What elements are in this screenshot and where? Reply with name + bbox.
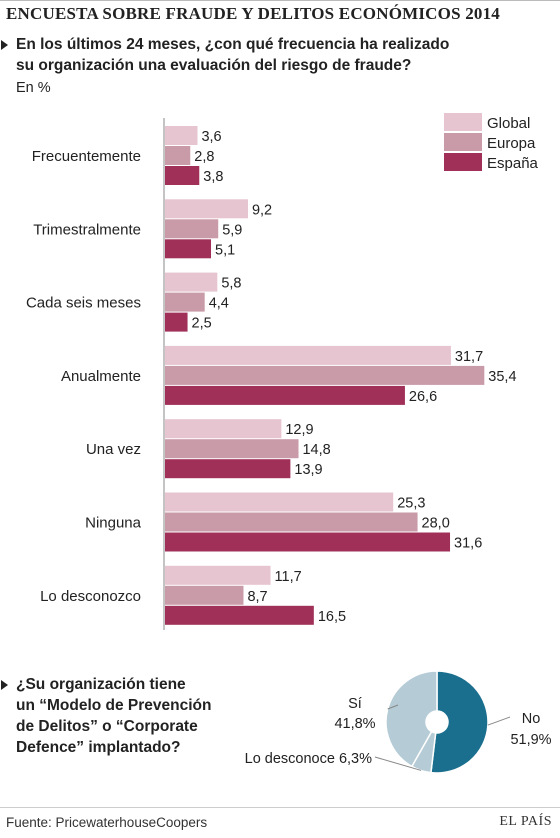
value-label: 3,8 xyxy=(203,169,223,185)
question-2-line-3: de Delitos” o “Corporate xyxy=(16,718,198,735)
bar-europa xyxy=(165,439,299,459)
value-label: 8,7 xyxy=(247,589,267,605)
category-label: Lo desconozco xyxy=(40,588,141,605)
bullet-icon xyxy=(1,680,8,690)
question-1-line-2: su organización una evaluación del riesg… xyxy=(16,57,412,74)
value-label: 25,3 xyxy=(397,496,425,512)
bar-global xyxy=(165,565,271,585)
bar-global xyxy=(165,126,198,145)
value-label: 11,7 xyxy=(275,569,302,585)
question-2-line-2: un “Modelo de Prevención xyxy=(16,697,212,714)
question-2-line-1: ¿Su organización tiene xyxy=(16,676,186,693)
brand-logo: EL PAÍS xyxy=(499,814,552,829)
value-label: 5,1 xyxy=(215,242,235,258)
pie-slice-no xyxy=(430,670,489,774)
value-label: 5,8 xyxy=(221,276,241,292)
value-label: 4,4 xyxy=(209,296,229,312)
page-title: ENCUESTA SOBRE FRAUDE Y DELITOS ECONÓMIC… xyxy=(6,4,500,23)
bar-global xyxy=(165,272,218,292)
value-label: 12,9 xyxy=(285,422,313,438)
bar-europa xyxy=(165,219,219,239)
value-label: 28,0 xyxy=(422,516,450,532)
legend-swatch xyxy=(444,113,482,131)
bar-europa xyxy=(165,292,205,312)
leader-line xyxy=(387,704,399,710)
legend-label: Europa xyxy=(487,135,536,152)
value-label: 14,8 xyxy=(302,442,330,458)
bar-españa xyxy=(165,532,451,552)
slice-value-si: 41,8% xyxy=(334,716,375,732)
category-label: Frecuentemente xyxy=(32,148,141,165)
pie-slice-lo-desconoce xyxy=(410,730,437,774)
category-label: Trimestralmente xyxy=(33,221,141,238)
value-label: 31,7 xyxy=(455,349,483,365)
value-label: 5,9 xyxy=(222,222,242,238)
pie-slice-s- xyxy=(385,670,438,768)
value-label: 13,9 xyxy=(294,462,322,478)
slice-name-si: Sí xyxy=(348,696,362,712)
value-label: 35,4 xyxy=(488,369,516,385)
bar-global xyxy=(165,419,282,439)
question-2-line-4: Defence” implantado? xyxy=(16,739,181,756)
category-label: Una vez xyxy=(86,441,141,458)
legend-label: Global xyxy=(487,115,530,132)
bar-españa xyxy=(165,166,200,185)
value-label: 2,8 xyxy=(194,149,214,165)
value-label: 16,5 xyxy=(318,609,346,625)
bar-global xyxy=(165,199,248,219)
bar-españa xyxy=(165,312,188,332)
category-label: Ninguna xyxy=(85,515,142,532)
slice-name-no: No xyxy=(522,711,541,727)
bar-españa xyxy=(165,459,291,479)
bar-europa xyxy=(165,585,244,605)
bar-europa xyxy=(165,512,418,532)
value-label: 9,2 xyxy=(252,202,272,218)
slice-label-desconoce: Lo desconoce 6,3% xyxy=(245,751,372,767)
bar-europa xyxy=(165,146,191,165)
legend-swatch xyxy=(444,133,482,151)
bar-españa xyxy=(165,385,405,405)
category-label: Cada seis meses xyxy=(26,295,141,312)
leader-line xyxy=(374,756,422,771)
bottom-rule xyxy=(0,807,560,808)
value-label: 2,5 xyxy=(192,316,212,332)
legend-swatch xyxy=(444,153,482,171)
legend-label: España xyxy=(487,155,539,172)
bar-global xyxy=(165,345,451,365)
slice-value-no: 51,9% xyxy=(510,732,551,748)
leader-line xyxy=(487,716,511,726)
value-label: 26,6 xyxy=(409,389,437,405)
question-1-line-1: En los últimos 24 meses, ¿con qué frecue… xyxy=(16,36,450,53)
bar-españa xyxy=(165,605,314,625)
bar-global xyxy=(165,492,394,512)
source-note: Fuente: PricewaterhouseCoopers xyxy=(6,815,208,830)
bar-españa xyxy=(165,239,212,259)
bar-europa xyxy=(165,365,485,385)
category-label: Anualmente xyxy=(61,368,141,385)
value-label: 31,6 xyxy=(454,536,482,552)
bullet-icon xyxy=(1,40,8,50)
value-label: 3,6 xyxy=(201,129,221,145)
bar-chart: Frecuentemente 3,6 2,8 3,8 Trimestralmente 9,… xyxy=(26,113,539,630)
top-rule xyxy=(0,0,560,1)
unit-label: En % xyxy=(16,80,51,96)
